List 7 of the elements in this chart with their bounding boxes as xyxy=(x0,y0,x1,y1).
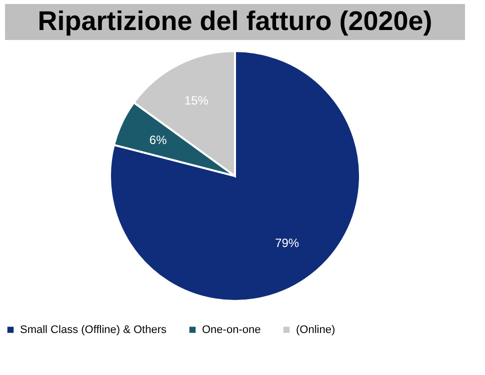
legend-label: (Online) xyxy=(296,324,336,336)
data-label: 79% xyxy=(275,236,300,250)
chart-title: Ripartizione del fatturo (2020e) xyxy=(38,6,432,36)
data-label: 6% xyxy=(149,132,168,147)
legend-label: One-on-one xyxy=(202,324,261,336)
legend-label: Small Class (Offline) & Others xyxy=(20,324,167,336)
pie-slice xyxy=(109,50,361,302)
